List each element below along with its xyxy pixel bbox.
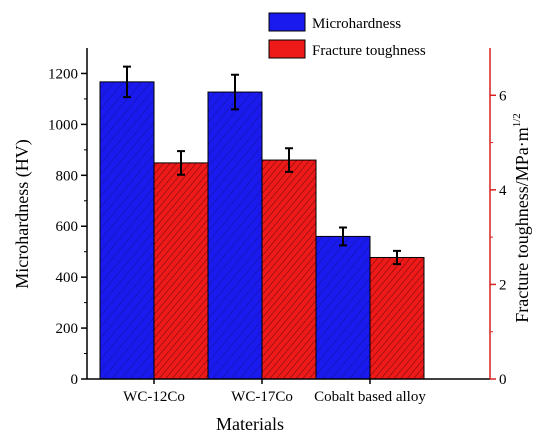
legend-swatch-microhardness (268, 12, 306, 32)
bar-fracture-toughness-1 (153, 162, 209, 380)
right-axis-title-superscript: 1/2 (511, 113, 523, 127)
right-axis-title: Fracture toughness/MPa·m1/2 (511, 113, 532, 323)
legend-label-fracture-toughness: Fracture toughness (312, 43, 426, 59)
error-bars-group (123, 65, 401, 266)
error-bar-microhardness-1 (123, 65, 131, 99)
legend-swatch-fracture-toughness (268, 39, 306, 59)
x-tick-label: WC-17Co (231, 389, 293, 405)
error-bar-microhardness-3 (339, 226, 347, 247)
bar-microhardness-2 (207, 91, 263, 380)
error-bar-fracture-toughness-2 (285, 147, 293, 173)
right-tick-label: 4 (499, 183, 507, 199)
bars-group (99, 81, 425, 380)
left-tick-label: 400 (56, 270, 79, 286)
error-bar-fracture-toughness-1 (177, 150, 185, 176)
bar-microhardness-3 (315, 235, 371, 380)
left-tick-label: 1000 (48, 117, 78, 133)
left-axis-ticks: 0 200 400 600 800 1000 1200 (48, 66, 87, 388)
left-tick-label: 600 (56, 219, 79, 235)
right-tick-label: 0 (499, 372, 507, 388)
x-axis-ticks: WC-12Co WC-17Co Cobalt based alloy (123, 379, 426, 405)
legend-label-microhardness: Microhardness (312, 16, 401, 32)
left-tick-label: 800 (56, 168, 79, 184)
x-tick-label: WC-12Co (123, 389, 185, 405)
right-tick-label: 2 (499, 277, 507, 293)
x-axis-title: Materials (216, 414, 284, 434)
left-axis-title: Microhardness (HV) (12, 139, 33, 288)
bar-fracture-toughness-2 (261, 159, 317, 380)
left-tick-label: 200 (56, 321, 79, 337)
left-tick-label: 0 (71, 372, 79, 388)
bar-fracture-toughness-3 (369, 256, 425, 380)
right-axis-title-main: Fracture toughness/MPa·m (512, 127, 532, 322)
right-tick-label: 6 (499, 88, 507, 104)
bar-microhardness-1 (99, 81, 155, 380)
left-tick-label: 1200 (48, 66, 78, 82)
error-bar-microhardness-2 (231, 73, 239, 111)
x-tick-label: Cobalt based alloy (314, 389, 426, 405)
right-axis-ticks: 0 2 4 6 (490, 88, 507, 388)
legend: Microhardness Fracture toughness (268, 12, 426, 59)
error-bar-fracture-toughness-3 (393, 249, 401, 266)
